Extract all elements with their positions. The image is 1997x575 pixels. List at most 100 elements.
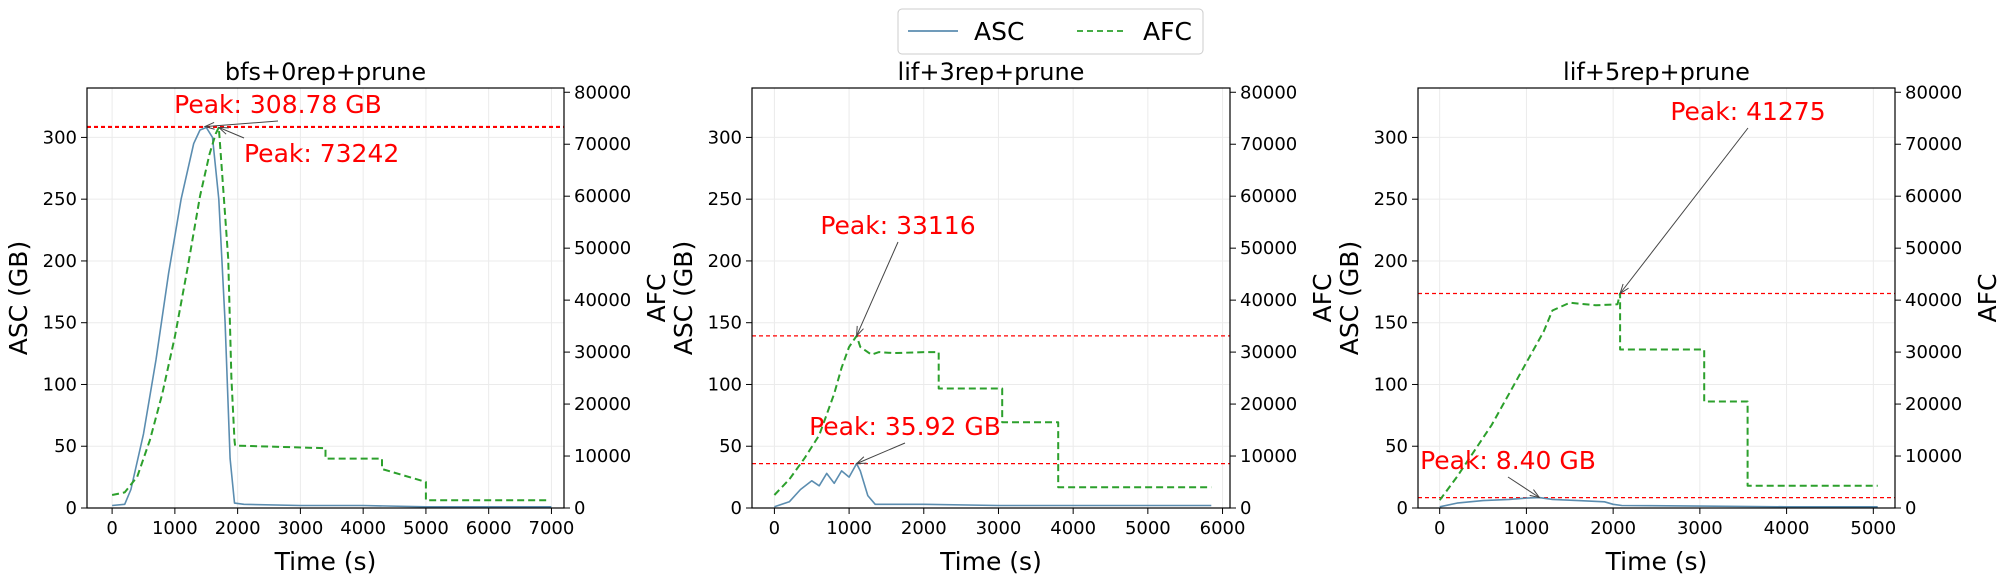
y-left-tick-label: 300 (708, 127, 742, 148)
x-axis-label: Time (s) (1605, 547, 1708, 575)
y-right-tick-label: 30000 (1240, 342, 1297, 363)
y-right-tick-label: 20000 (574, 394, 631, 415)
y-right-tick-label: 0 (574, 498, 585, 519)
peak-arrowhead (1619, 283, 1629, 295)
y-left-tick-label: 200 (43, 251, 77, 272)
peak-arrow (856, 442, 906, 465)
x-tick-label: 2000 (901, 518, 947, 539)
peak-label: Peak: 73242 (244, 139, 399, 168)
y-left-tick-label: 0 (1397, 498, 1408, 519)
x-tick-label: 0 (106, 518, 117, 539)
y-left-tick-label: 200 (1374, 251, 1408, 272)
peak-label: Peak: 35.92 GB (809, 412, 1001, 441)
y-right-tick-label: 70000 (1905, 134, 1962, 155)
y-left-tick-label: 0 (731, 498, 742, 519)
peak-arrowhead (203, 121, 215, 130)
y-right-tick-label: 80000 (1240, 82, 1297, 103)
y-left-axis-label: ASC (GB) (4, 241, 33, 355)
x-tick-label: 0 (769, 518, 780, 539)
plot-frame (86, 87, 565, 509)
x-tick-label: 1000 (826, 518, 872, 539)
y-right-tick-label: 60000 (1240, 186, 1297, 207)
series-afc (773, 334, 1212, 496)
peak-arrowhead (855, 456, 867, 465)
series-afc (1438, 292, 1878, 501)
y-right-tick-label: 50000 (1905, 238, 1962, 259)
x-tick-label: 6000 (1200, 518, 1246, 539)
peak-arrowhead (1529, 489, 1541, 499)
y-left-tick-label: 150 (708, 313, 742, 334)
peak-arrow (204, 120, 279, 128)
y-left-tick-label: 250 (1374, 189, 1408, 210)
y-right-tick-label: 10000 (1905, 446, 1962, 467)
x-tick-label: 7000 (529, 518, 575, 539)
y-left-tick-label: 100 (1374, 374, 1408, 395)
y-right-tick-label: 10000 (1240, 446, 1297, 467)
x-tick-label: 3000 (277, 518, 323, 539)
y-right-axis-label: AFC (642, 274, 671, 323)
peak-label: Peak: 308.78 GB (174, 90, 382, 119)
series-afc (111, 126, 549, 502)
y-left-axis-label: ASC (GB) (1335, 241, 1364, 355)
panel-1: 0 1000 2000 3000 4000 5000 6000 700005010015020… (4, 58, 671, 575)
y-right-tick-label: 80000 (574, 82, 631, 103)
y-right-tick-label: 80000 (1905, 82, 1962, 103)
y-right-tick-label: 50000 (574, 238, 631, 259)
x-tick-label: 4000 (1764, 518, 1810, 539)
y-right-tick-label: 10000 (574, 446, 631, 467)
y-left-tick-label: 0 (66, 498, 77, 519)
series-asc (112, 126, 552, 508)
y-right-tick-label: 30000 (1905, 342, 1962, 363)
y-left-tick-label: 50 (54, 436, 77, 457)
series-asc (774, 462, 1212, 508)
peak-label: Peak: 33116 (820, 211, 975, 240)
y-right-tick-label: 20000 (1905, 394, 1962, 415)
peak-arrow (856, 241, 899, 337)
x-axis-label: Time (s) (274, 547, 377, 575)
y-right-tick-label: 70000 (574, 134, 631, 155)
x-tick-label: 4000 (1050, 518, 1096, 539)
y-right-tick-label: 40000 (1240, 290, 1297, 311)
y-right-tick-label: 30000 (574, 342, 631, 363)
y-right-tick-label: 70000 (1240, 134, 1297, 155)
y-right-tick-label: 50000 (1240, 238, 1297, 259)
y-right-tick-label: 20000 (1240, 394, 1297, 415)
legend-label-asc: ASC (974, 17, 1024, 46)
legend-label-afc: AFC (1143, 17, 1192, 46)
y-right-axis-label: AFC (1308, 274, 1337, 323)
y-left-axis-label: ASC (GB) (669, 241, 698, 355)
y-left-tick-label: 50 (719, 436, 742, 457)
panel-title: lif+5rep+prune (1563, 58, 1750, 86)
x-tick-label: 1000 (152, 518, 198, 539)
y-right-axis-label: AFC (1973, 274, 1997, 323)
x-tick-label: 6000 (466, 518, 512, 539)
y-left-tick-label: 250 (708, 189, 742, 210)
y-left-tick-label: 300 (1374, 127, 1408, 148)
x-axis-label: Time (s) (939, 547, 1042, 575)
y-left-tick-label: 100 (43, 374, 77, 395)
plot-frame (1417, 87, 1896, 509)
x-tick-label: 5000 (1850, 518, 1896, 539)
y-right-tick-label: 0 (1905, 498, 1916, 519)
plot-frame (751, 87, 1231, 509)
x-tick-label: 1000 (1504, 518, 1550, 539)
x-tick-label: 2000 (215, 518, 261, 539)
panel-title: bfs+0rep+prune (225, 58, 426, 86)
peak-arrow (1507, 476, 1540, 499)
y-right-tick-label: 40000 (574, 290, 631, 311)
x-tick-label: 5000 (1125, 518, 1171, 539)
y-right-tick-label: 40000 (1905, 290, 1962, 311)
y-left-tick-label: 50 (1385, 436, 1408, 457)
peak-arrow (1619, 127, 1749, 294)
series-asc (1439, 496, 1878, 508)
y-right-tick-label: 60000 (574, 186, 631, 207)
x-tick-label: 3000 (976, 518, 1022, 539)
x-tick-label: 4000 (340, 518, 386, 539)
x-tick-label: 0 (1434, 518, 1445, 539)
peak-arrowhead (217, 126, 229, 135)
legend: ASC AFC (897, 8, 1204, 55)
x-tick-label: 5000 (403, 518, 449, 539)
panel-title: lif+3rep+prune (898, 58, 1085, 86)
